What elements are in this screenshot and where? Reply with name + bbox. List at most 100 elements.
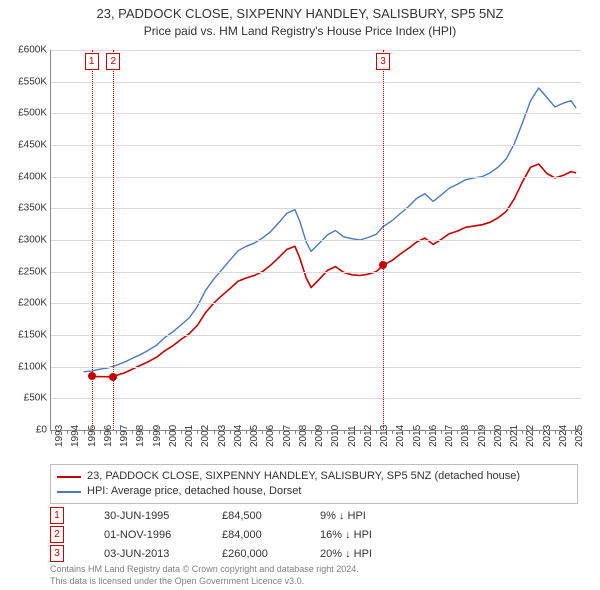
footnote-line2: This data is licensed under the Open Gov… [50, 575, 580, 587]
x-tick [425, 430, 426, 434]
gridline [51, 240, 581, 241]
x-axis-label: 2009 [314, 425, 325, 447]
y-axis-label: £450K [3, 140, 47, 151]
x-axis-label: 2016 [428, 425, 439, 447]
x-axis-label: 1994 [70, 425, 81, 447]
event-diff-pct: 16% [320, 529, 345, 541]
chart-subtitle: Price paid vs. HM Land Registry's House … [0, 24, 600, 38]
event-row: 201-NOV-1996£84,00016% ↓ HPI [50, 525, 580, 544]
event-diff-vs: HPI [344, 510, 365, 522]
x-tick [441, 430, 442, 434]
footnote-line1: Contains HM Land Registry data © Crown c… [50, 563, 580, 575]
event-point-marker [109, 373, 117, 381]
event-row-marker: 1 [50, 507, 64, 524]
y-axis-label: £350K [3, 203, 47, 214]
x-tick [457, 430, 458, 434]
y-axis-label: £550K [3, 76, 47, 87]
event-diff: 20% ↓ HPI [320, 548, 410, 560]
legend-label-price-paid: 23, PADDOCK CLOSE, SIXPENNY HANDLEY, SAL… [87, 469, 520, 484]
event-row-marker: 2 [50, 526, 64, 543]
chart-title: 23, PADDOCK CLOSE, SIXPENNY HANDLEY, SAL… [0, 6, 600, 21]
x-axis-label: 2001 [184, 425, 195, 447]
x-axis-label: 2013 [379, 425, 390, 447]
x-tick [392, 430, 393, 434]
event-diff: 16% ↓ HPI [320, 529, 410, 541]
event-marker-box: 3 [376, 53, 390, 70]
event-vline [383, 50, 384, 430]
x-axis-label: 2006 [265, 425, 276, 447]
x-tick [181, 430, 182, 434]
gridline [51, 272, 581, 273]
x-axis-label: 2012 [363, 425, 374, 447]
x-tick [214, 430, 215, 434]
event-row: 303-JUN-2013£260,00020% ↓ HPI [50, 544, 580, 563]
x-tick [132, 430, 133, 434]
legend-row-hpi: HPI: Average price, detached house, Dors… [57, 484, 571, 499]
legend-label-hpi: HPI: Average price, detached house, Dors… [87, 484, 301, 499]
x-axis-label: 2007 [282, 425, 293, 447]
events-table: 130-JUN-1995£84,5009% ↓ HPI201-NOV-1996£… [50, 506, 580, 563]
event-point-marker [88, 372, 96, 380]
y-axis-label: £500K [3, 108, 47, 119]
x-tick [376, 430, 377, 434]
x-tick [230, 430, 231, 434]
event-date: 01-NOV-1996 [104, 529, 214, 541]
x-tick [246, 430, 247, 434]
legend-row-price-paid: 23, PADDOCK CLOSE, SIXPENNY HANDLEY, SAL… [57, 469, 571, 484]
event-marker-box: 1 [85, 53, 99, 70]
x-tick [311, 430, 312, 434]
x-axis-label: 2018 [460, 425, 471, 447]
gridline [51, 177, 581, 178]
x-axis-label: 2004 [233, 425, 244, 447]
x-axis-label: 2022 [525, 425, 536, 447]
x-axis-label: 2019 [477, 425, 488, 447]
x-tick [327, 430, 328, 434]
x-tick [67, 430, 68, 434]
gridline [51, 367, 581, 368]
event-diff-pct: 9% [320, 510, 339, 522]
x-tick [51, 430, 52, 434]
gridline [51, 208, 581, 209]
event-marker-box: 2 [106, 53, 120, 70]
x-axis-label: 2024 [558, 425, 569, 447]
x-axis-label: 2023 [542, 425, 553, 447]
x-tick [116, 430, 117, 434]
x-tick [360, 430, 361, 434]
x-axis-label: 1996 [103, 425, 114, 447]
x-axis-label: 2000 [168, 425, 179, 447]
x-axis-label: 2002 [200, 425, 211, 447]
x-axis-label: 2005 [249, 425, 260, 447]
x-axis-label: 2017 [444, 425, 455, 447]
gridline [51, 335, 581, 336]
event-date: 03-JUN-2013 [104, 548, 214, 560]
x-tick [490, 430, 491, 434]
legend-swatch-hpi [57, 491, 81, 493]
plot-area: £0£50K£100K£150K£200K£250K£300K£350K£400… [50, 50, 581, 431]
event-diff-pct: 20% [320, 548, 345, 560]
x-tick [555, 430, 556, 434]
x-axis-label: 2014 [395, 425, 406, 447]
price-chart-figure: 23, PADDOCK CLOSE, SIXPENNY HANDLEY, SAL… [0, 0, 600, 590]
x-tick [149, 430, 150, 434]
event-price: £260,000 [222, 548, 312, 560]
legend: 23, PADDOCK CLOSE, SIXPENNY HANDLEY, SAL… [50, 464, 578, 504]
x-axis-label: 1997 [119, 425, 130, 447]
legend-swatch-price-paid [57, 476, 81, 478]
x-tick [409, 430, 410, 434]
event-date: 30-JUN-1995 [104, 510, 214, 522]
y-axis-label: £200K [3, 298, 47, 309]
gridline [51, 82, 581, 83]
series-line-hpi [84, 88, 577, 372]
gridline [51, 113, 581, 114]
y-axis-label: £250K [3, 266, 47, 277]
x-tick [571, 430, 572, 434]
x-tick [279, 430, 280, 434]
y-axis-label: £50K [3, 393, 47, 404]
x-axis-label: 2021 [509, 425, 520, 447]
x-tick [84, 430, 85, 434]
event-diff: 9% ↓ HPI [320, 510, 410, 522]
gridline [51, 303, 581, 304]
x-axis-label: 2020 [493, 425, 504, 447]
x-tick [197, 430, 198, 434]
y-axis-label: £150K [3, 330, 47, 341]
